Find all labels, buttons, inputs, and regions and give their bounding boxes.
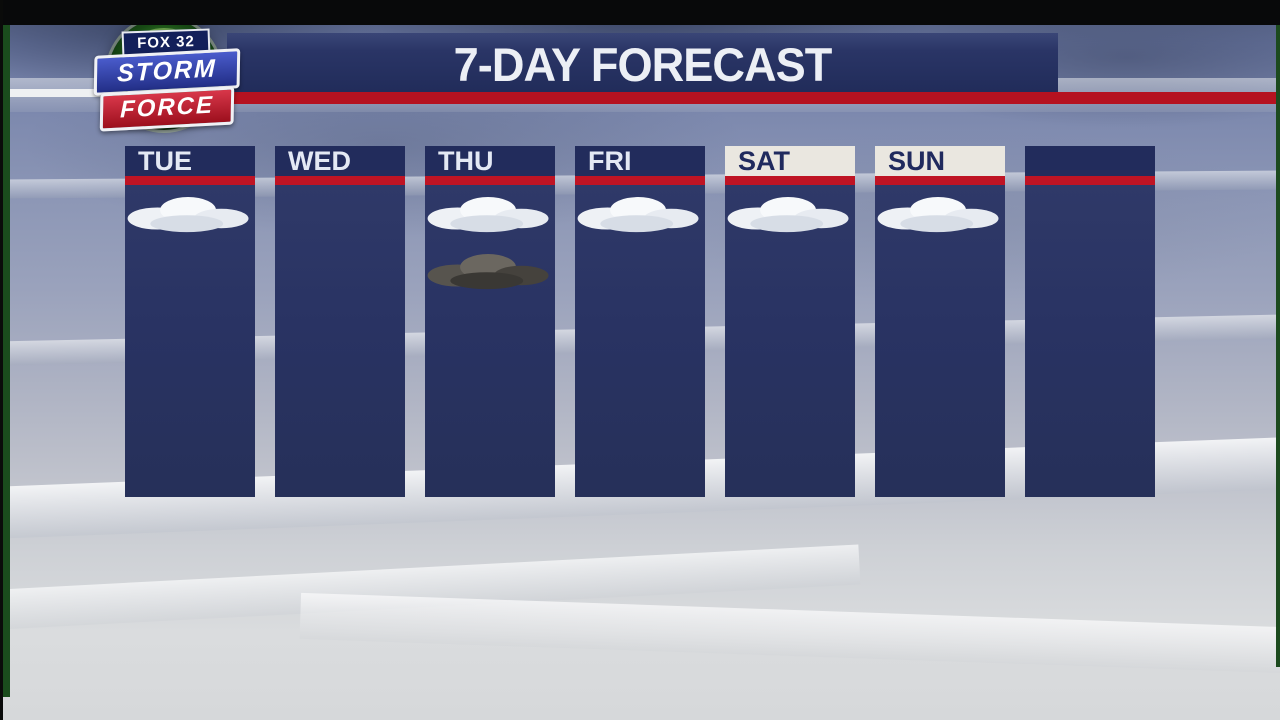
weather-condition-icon (575, 186, 705, 336)
left-green-strip (3, 25, 10, 697)
forecast-day-column (1025, 146, 1155, 497)
weather-condition-icon (125, 186, 255, 336)
weather-condition-icon (1025, 186, 1155, 336)
forecast-day-column: SUN52 (875, 146, 1005, 497)
sun-icon (887, 194, 1002, 309)
forecast-day-column: THU7448 (425, 146, 555, 497)
weather-condition-icon (275, 186, 405, 336)
forecast-day-column: FRI60%6856 (575, 146, 705, 497)
day-column-body (575, 185, 705, 497)
day-red-stripe (575, 176, 705, 185)
cloud-icon (127, 197, 249, 233)
day-label: WED (275, 146, 405, 176)
forecast-day-column: TUE8051 (125, 146, 255, 497)
storm-force-logo: FOX 32 STORM FORCE (78, 18, 248, 143)
dark-cloud-icon (427, 254, 549, 290)
sun-icon (137, 194, 252, 309)
right-green-strip (1276, 25, 1280, 667)
weather-condition-icon (875, 186, 1005, 336)
day-column-body (425, 185, 555, 497)
day-label (1025, 146, 1155, 176)
forecast-day-column: WED6248 (275, 146, 405, 497)
sun-icon (587, 194, 702, 309)
sun-icon (287, 194, 402, 309)
cloud-icon (427, 197, 549, 233)
day-column-body (725, 185, 855, 497)
sun-icon (437, 194, 552, 309)
day-red-stripe (725, 176, 855, 185)
day-red-stripe (275, 176, 405, 185)
day-red-stripe (1025, 176, 1155, 185)
day-red-stripe (425, 176, 555, 185)
day-column-body (275, 185, 405, 497)
day-label: SUN (875, 146, 1005, 176)
day-column-body (125, 185, 255, 497)
title-red-stripe (195, 92, 1280, 104)
day-column-body (1025, 185, 1155, 497)
day-label: THU (425, 146, 555, 176)
day-label: TUE (125, 146, 255, 176)
cloud-icon (577, 197, 699, 233)
day-red-stripe (125, 176, 255, 185)
weather-condition-icon (725, 186, 855, 336)
sun-icon (737, 194, 852, 309)
storm-force-force-banner: FORCE (99, 86, 235, 132)
weather-condition-icon (425, 186, 555, 336)
page-title: 7-DAY FORECAST (453, 38, 833, 91)
day-label: SAT (725, 146, 855, 176)
title-banner: 7-DAY FORECAST (227, 33, 1058, 92)
day-red-stripe (875, 176, 1005, 185)
banner-left-line (0, 89, 105, 97)
day-column-body (875, 185, 1005, 497)
left-frame-edge (0, 0, 3, 720)
cloud-icon (727, 197, 849, 233)
top-letterbox-bar (0, 0, 1280, 25)
cloud-icon (877, 197, 999, 233)
forecast-day-column: SAT7246 (725, 146, 855, 497)
day-label: FRI (575, 146, 705, 176)
